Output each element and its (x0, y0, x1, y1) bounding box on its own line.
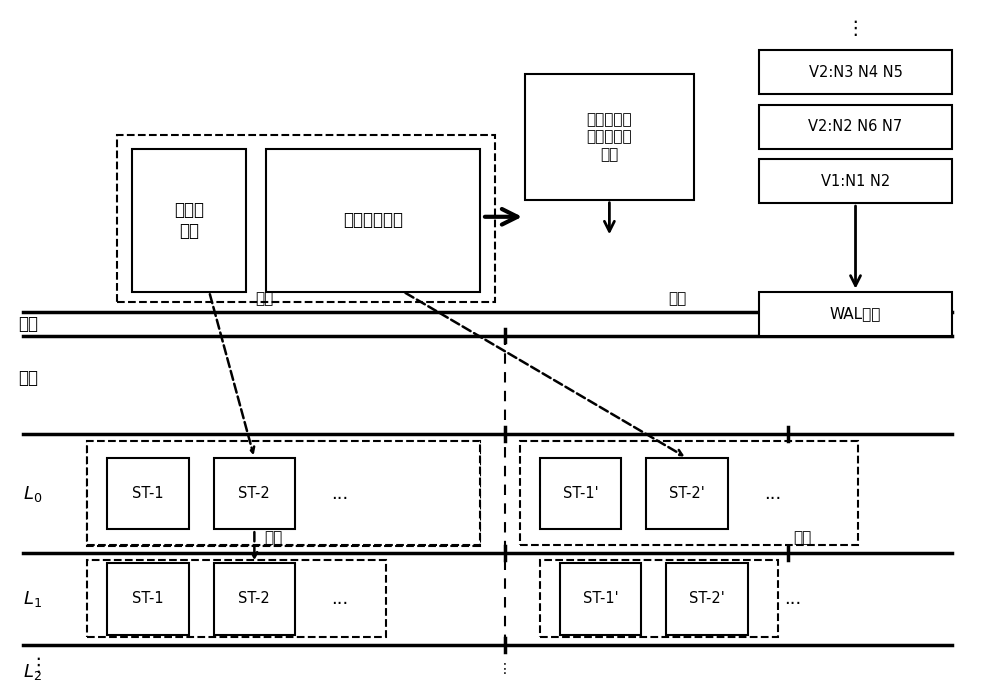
FancyBboxPatch shape (525, 74, 694, 200)
Text: ST-2': ST-2' (669, 486, 705, 501)
Text: V2:N2 N6 N7: V2:N2 N6 N7 (808, 120, 903, 134)
Text: 合并: 合并 (793, 530, 812, 545)
FancyBboxPatch shape (87, 442, 480, 546)
FancyBboxPatch shape (520, 441, 858, 545)
FancyBboxPatch shape (560, 563, 641, 635)
FancyBboxPatch shape (540, 560, 778, 637)
Text: ⋮: ⋮ (28, 655, 47, 675)
FancyBboxPatch shape (87, 441, 480, 545)
FancyBboxPatch shape (759, 50, 952, 95)
FancyBboxPatch shape (117, 135, 495, 302)
Text: ST-1: ST-1 (132, 592, 164, 607)
Text: ...: ... (331, 590, 349, 608)
FancyBboxPatch shape (107, 458, 189, 529)
Text: ⋮: ⋮ (498, 662, 512, 675)
Text: 大度数顶点表: 大度数顶点表 (343, 211, 403, 229)
Text: V1:N1 N2: V1:N1 N2 (821, 174, 890, 189)
FancyBboxPatch shape (214, 563, 295, 635)
FancyBboxPatch shape (214, 458, 295, 529)
FancyBboxPatch shape (759, 104, 952, 149)
FancyBboxPatch shape (759, 159, 952, 203)
FancyBboxPatch shape (666, 563, 748, 635)
Text: ST-1': ST-1' (563, 486, 598, 501)
Text: 内存: 内存 (18, 315, 38, 333)
Text: ...: ... (784, 590, 801, 608)
Text: $L_2$: $L_2$ (23, 662, 41, 682)
FancyBboxPatch shape (266, 149, 480, 291)
FancyBboxPatch shape (87, 560, 386, 637)
Text: WAL日志: WAL日志 (830, 306, 881, 321)
Text: ...: ... (764, 484, 781, 503)
FancyBboxPatch shape (132, 149, 246, 291)
Text: $L_1$: $L_1$ (23, 589, 42, 609)
Text: ST-2: ST-2 (238, 486, 270, 501)
Text: ...: ... (331, 484, 349, 503)
Text: ST-2': ST-2' (689, 592, 725, 607)
Text: ST-2: ST-2 (238, 592, 270, 607)
Text: 硬盘: 硬盘 (18, 369, 38, 387)
Text: $L_0$: $L_0$ (23, 484, 42, 504)
Text: 溢写: 溢写 (668, 291, 686, 306)
Text: ST-1: ST-1 (132, 486, 164, 501)
FancyBboxPatch shape (646, 458, 728, 529)
FancyBboxPatch shape (759, 291, 952, 336)
Text: 溢写: 溢写 (255, 291, 273, 306)
Text: ST-1': ST-1' (583, 592, 618, 607)
Text: 合并: 合并 (264, 530, 283, 545)
Text: 普通顶
点表: 普通顶 点表 (174, 201, 204, 240)
Text: V2:N3 N4 N5: V2:N3 N4 N5 (809, 65, 902, 80)
FancyBboxPatch shape (107, 563, 189, 635)
Text: 顶点出度统
计表统计并
划分: 顶点出度统 计表统计并 划分 (587, 112, 632, 162)
Text: ⋮: ⋮ (846, 19, 865, 38)
FancyBboxPatch shape (540, 458, 621, 529)
